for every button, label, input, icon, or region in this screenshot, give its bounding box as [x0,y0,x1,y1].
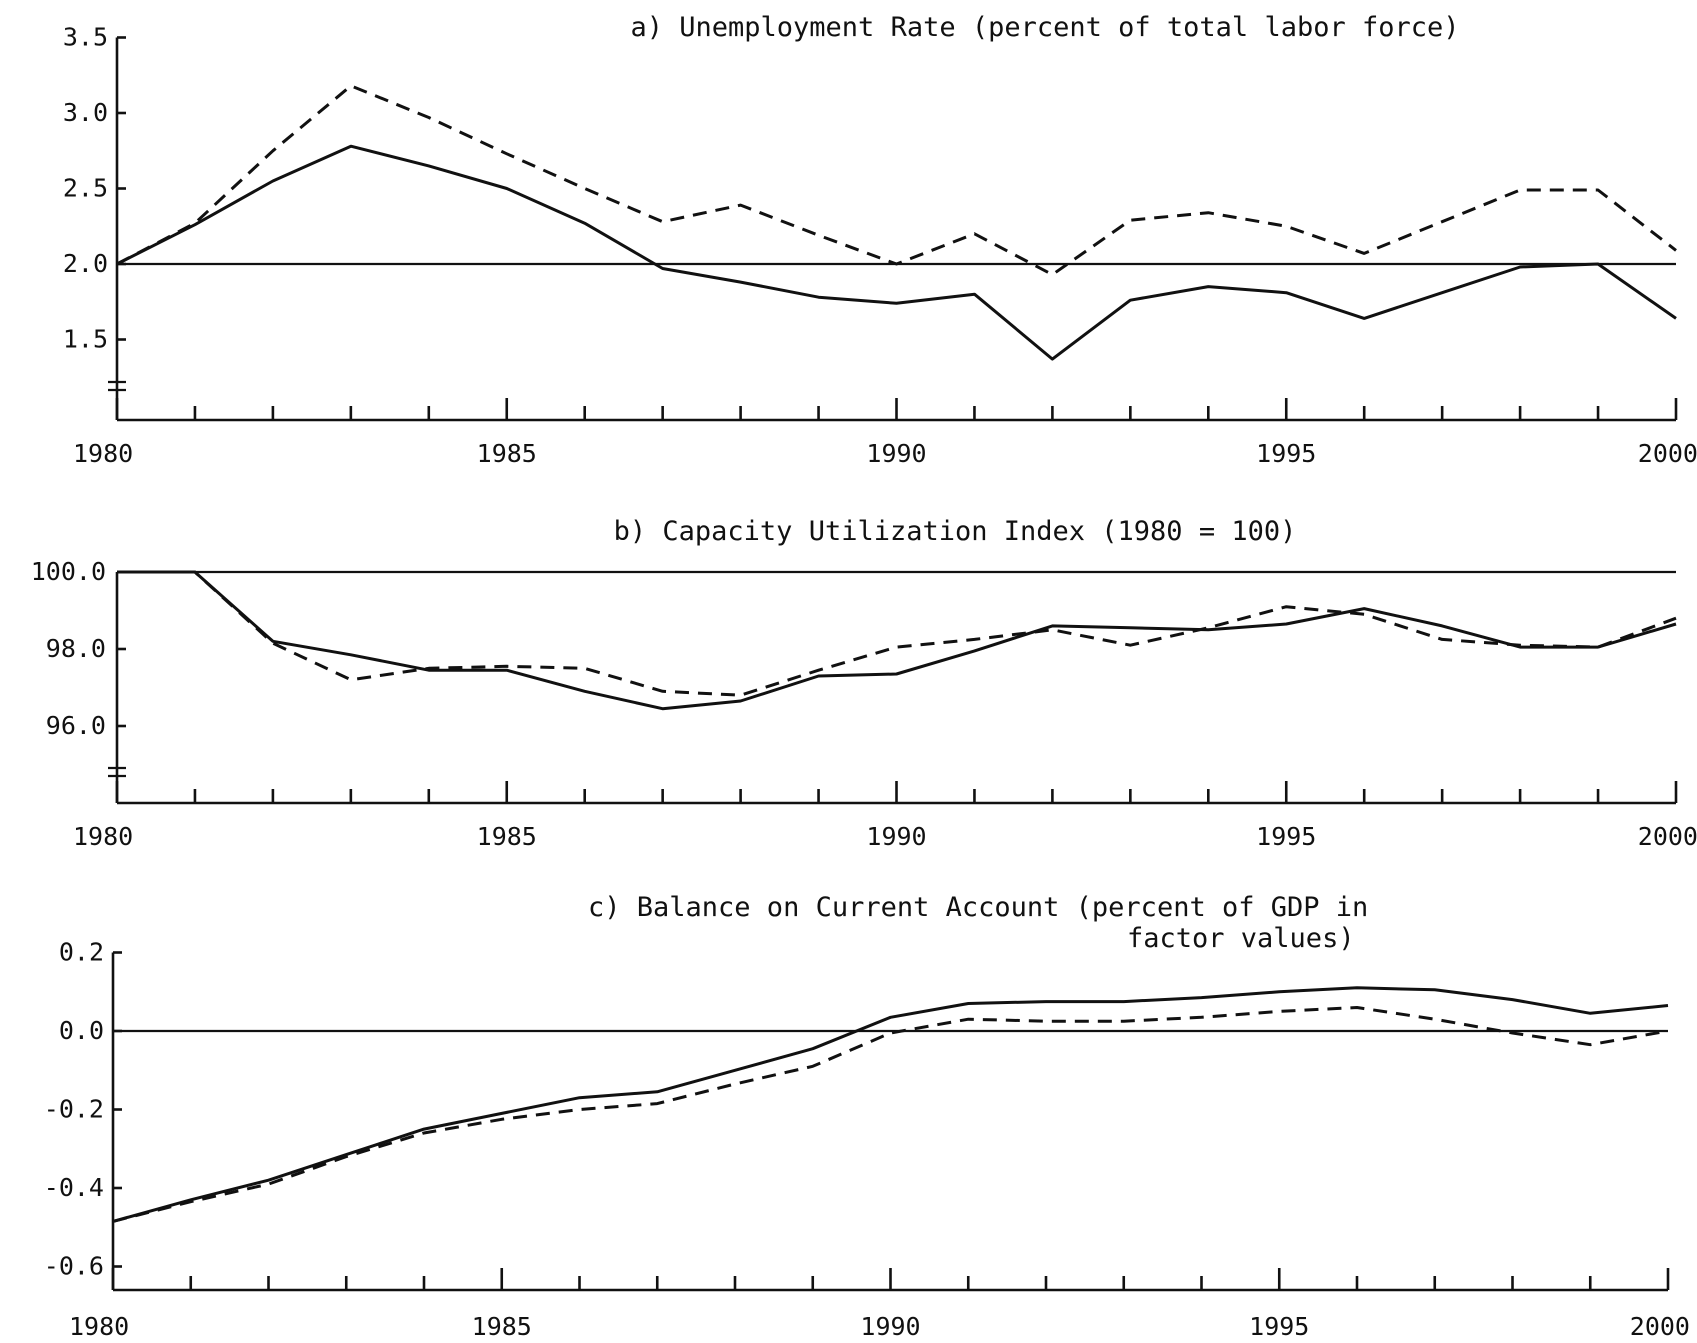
panel-a-series-dashed [116,84,1677,277]
panel-a-x-tick-label: 1995 [1256,439,1316,468]
panel-b-series-dashed [117,570,1677,697]
panel-b-x-tick-label: 2000 [1638,822,1697,851]
panel-c-x-tick-label: 1980 [69,1312,129,1341]
panel-b-x-tick-label: 1995 [1256,822,1316,851]
panel-b-title: b) Capacity Utilization Index (1980 = 10… [614,516,1297,547]
panel-b-x-tick-label: 1980 [73,822,133,851]
panel-c-series-solid [112,986,1669,1223]
panel-a-y-tick-label: 2.0 [63,249,108,278]
panel-c-series-dashed [112,1006,1669,1223]
panel-a-title: a) Unemployment Rate (percent of total l… [630,12,1459,43]
panel-c-x-tick-label: 1985 [472,1312,532,1341]
panel-b: b) Capacity Utilization Index (1980 = 10… [31,516,1697,851]
panel-c-y-tick-label: -0.2 [44,1095,104,1124]
panel-c-x-tick-label: 1990 [860,1312,920,1341]
panel-b-y-tick-label: 96.0 [46,711,106,740]
panel-a-x-tick-label: 1985 [477,439,537,468]
panel-c-y-tick-label: 0.2 [59,938,104,967]
panel-a-series-solid [116,144,1677,361]
panel-b-y-tick-label: 100.0 [31,557,106,586]
panel-a-y-tick-label: 2.5 [63,174,108,203]
panel-b-x-tick-label: 1985 [477,822,537,851]
panel-c-x-tick-label: 1995 [1249,1312,1309,1341]
panel-c-y-tick-label: -0.4 [44,1173,104,1202]
panel-b-series-solid [117,570,1677,711]
panel-a-x-tick-label: 1990 [866,439,926,468]
panel-c-title-line-2: factor values) [1127,923,1355,954]
panel-c-title-line-1: c) Balance on Current Account (percent o… [588,892,1368,923]
panel-a-x-tick-label: 2000 [1638,439,1697,468]
panel-a: a) Unemployment Rate (percent of total l… [63,12,1697,468]
panel-c: c) Balance on Current Account (percent o… [44,892,1690,1341]
panel-b-y-tick-label: 98.0 [46,634,106,663]
panel-a-x-tick-label: 1980 [73,439,133,468]
panel-c-y-tick-label: -0.6 [44,1252,104,1281]
panel-a-y-tick-label: 3.0 [63,98,108,127]
panel-b-x-tick-label: 1990 [866,822,926,851]
panel-a-y-tick-label: 3.5 [63,23,108,52]
panel-a-y-tick-label: 1.5 [63,325,108,354]
panel-c-x-tick-label: 2000 [1630,1312,1690,1341]
panel-c-y-tick-label: 0.0 [59,1016,104,1045]
